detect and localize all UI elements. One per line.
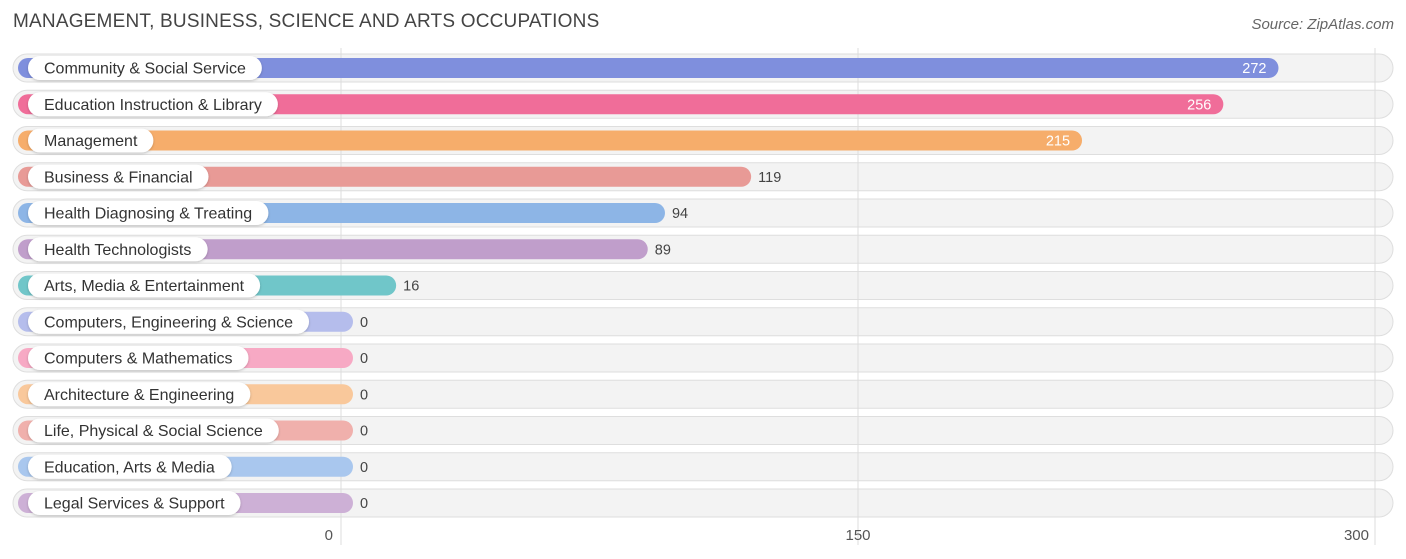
value-label: 0 — [360, 315, 368, 331]
category-label: Business & Financial — [44, 169, 193, 186]
category-label: Arts, Media & Entertainment — [44, 278, 245, 295]
value-label: 119 — [758, 170, 781, 186]
x-tick-label: 0 — [325, 527, 333, 544]
category-label-pill — [28, 346, 249, 370]
value-label: 272 — [1242, 61, 1266, 77]
chart-title: MANAGEMENT, BUSINESS, SCIENCE AND ARTS O… — [13, 11, 600, 32]
category-label: Education, Arts & Media — [44, 459, 215, 476]
category-label: Life, Physical & Social Science — [44, 423, 263, 440]
category-label-pill — [28, 418, 279, 443]
bar-track — [12, 307, 1394, 337]
value-label: 0 — [360, 460, 368, 476]
bar — [18, 130, 1083, 151]
value-label: 94 — [672, 206, 688, 222]
bar — [18, 94, 1224, 115]
category-label-pill — [28, 164, 209, 189]
category-label-pill — [28, 382, 251, 407]
value-label: 0 — [360, 496, 368, 512]
category-label: Management — [44, 133, 138, 150]
value-label: 0 — [360, 424, 368, 440]
value-label: 215 — [1046, 134, 1070, 150]
bar-track — [12, 452, 1394, 482]
x-tick-label: 300 — [1344, 527, 1369, 544]
bar-track — [12, 379, 1394, 409]
category-label: Computers & Mathematics — [44, 351, 233, 368]
category-label-pill — [28, 273, 261, 298]
category-label-pill — [28, 92, 278, 117]
value-label: 0 — [360, 351, 368, 367]
bar-track — [12, 416, 1394, 445]
value-label: 0 — [360, 387, 368, 403]
category-label: Health Technologists — [44, 242, 191, 259]
bar-track — [12, 488, 1394, 518]
category-label-pill — [28, 237, 208, 262]
category-label-pill — [28, 201, 269, 225]
category-label-pill — [28, 491, 241, 515]
bar-track — [12, 343, 1394, 373]
bar — [18, 58, 1279, 78]
value-label: 89 — [655, 242, 671, 258]
value-label: 16 — [403, 279, 419, 295]
category-label-pill — [28, 128, 154, 153]
category-label: Community & Social Service — [44, 61, 246, 78]
category-label: Health Diagnosing & Treating — [44, 206, 252, 223]
value-label: 256 — [1187, 97, 1211, 113]
category-label: Education Instruction & Library — [44, 97, 262, 114]
category-label-pill — [28, 454, 232, 479]
x-tick-label: 150 — [845, 527, 870, 544]
category-label: Computers, Engineering & Science — [44, 314, 293, 331]
source-note: Source: ZipAtlas.com — [1251, 16, 1394, 33]
category-label-pill — [28, 309, 310, 334]
category-label-pill — [28, 56, 262, 80]
category-label: Legal Services & Support — [44, 496, 225, 513]
category-label: Architecture & Engineering — [44, 387, 234, 404]
